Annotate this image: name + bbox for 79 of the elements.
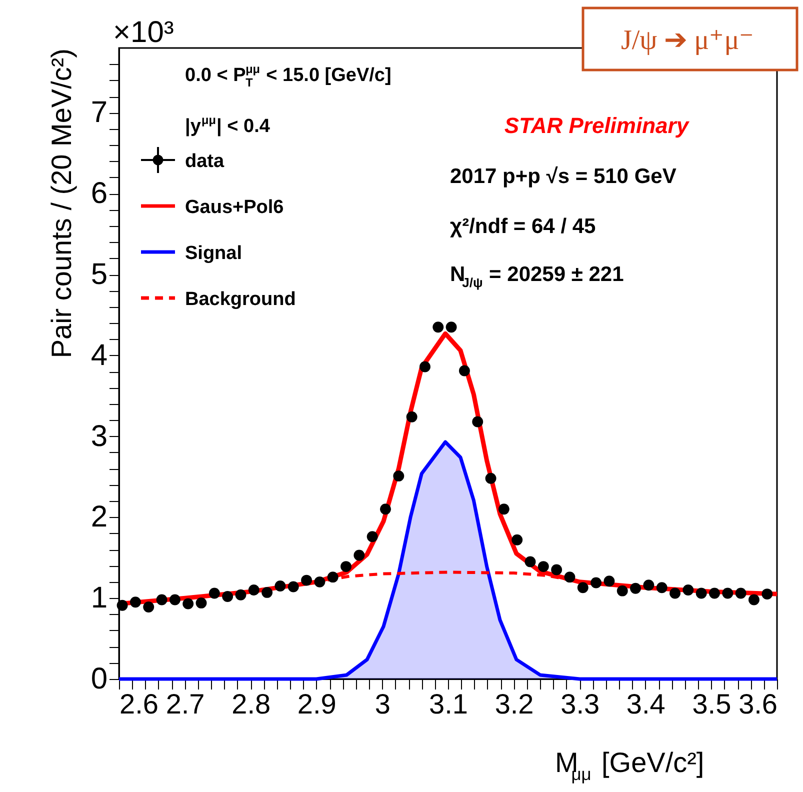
- point: [366, 531, 378, 542]
- legend-label: data: [185, 151, 224, 172]
- point: [248, 584, 260, 596]
- point: [458, 365, 470, 376]
- point: [235, 589, 246, 600]
- point: [551, 564, 562, 576]
- point: [512, 534, 523, 546]
- y-tick-label: 7: [90, 96, 108, 130]
- point: [722, 588, 734, 599]
- legend-label: Signal: [185, 243, 242, 264]
- point: [616, 585, 628, 596]
- y-tick-label: 0: [90, 662, 108, 696]
- point: [564, 572, 576, 583]
- point: [696, 588, 707, 599]
- point: [301, 574, 312, 586]
- x-tick-label: 2.7: [166, 688, 205, 720]
- y-tick-label: 6: [90, 177, 108, 210]
- point: [524, 556, 536, 568]
- point: [630, 582, 642, 594]
- point: [643, 580, 654, 591]
- point: [262, 586, 273, 598]
- x-tick-label: 3.4: [626, 688, 666, 720]
- point: [196, 597, 207, 608]
- x-tick-label: 3.5: [692, 688, 732, 720]
- point: [116, 600, 128, 611]
- point: [538, 561, 549, 572]
- point: [274, 580, 286, 592]
- point: [498, 504, 510, 515]
- y-tick-label: 3: [90, 420, 108, 453]
- point: [670, 588, 680, 599]
- point: [656, 582, 668, 594]
- annotation: ×10³: [113, 16, 174, 49]
- point: [472, 416, 484, 428]
- x-tick-label: 3.3: [560, 688, 600, 720]
- point: [590, 577, 602, 588]
- x-tick-label: 3.2: [494, 688, 534, 720]
- point: [380, 504, 391, 515]
- y-tick-label: 4: [90, 338, 108, 372]
- legend-label: Gaus+Pol6: [185, 197, 284, 218]
- point: [208, 588, 220, 599]
- y-axis-title: Pair counts / (20 MeV/c²): [46, 48, 77, 358]
- point: [288, 581, 299, 592]
- point: [143, 602, 154, 612]
- point: [182, 598, 194, 610]
- point: [709, 588, 720, 599]
- annotation: STAR Preliminary: [504, 113, 690, 138]
- y-tick-label: 5: [90, 258, 108, 292]
- x-tick-label: 2.9: [297, 688, 336, 720]
- point: [130, 596, 141, 608]
- point: [748, 594, 760, 606]
- x-tick-label: 3: [374, 688, 390, 720]
- point: [604, 576, 615, 587]
- point: [354, 550, 365, 561]
- annotation: 2017 p+p √s = 510 GeV: [450, 165, 676, 188]
- y-tick-label: 1: [90, 582, 108, 615]
- point: [577, 582, 588, 594]
- point: [419, 361, 430, 372]
- annotation: χ²/ndf = 64 / 45: [450, 215, 596, 238]
- y-tick-label: 2: [90, 500, 108, 534]
- point: [406, 411, 418, 422]
- annotation: J/ψ ➔ μ⁺μ⁻: [620, 25, 754, 56]
- point: [340, 561, 352, 572]
- point: [432, 322, 444, 333]
- point: [156, 594, 168, 606]
- x-tick-label: 3.1: [429, 688, 468, 720]
- point: [735, 588, 746, 599]
- point: [682, 584, 694, 596]
- point: [485, 472, 496, 484]
- x-tick-label: 2.6: [120, 688, 158, 720]
- point: [314, 576, 326, 588]
- point: [327, 572, 338, 583]
- x-tick-label: 3.6: [738, 688, 778, 720]
- point: [222, 591, 234, 602]
- point: [762, 588, 773, 600]
- x-tick-label: 2.8: [232, 688, 271, 720]
- point: [169, 594, 180, 606]
- point: [393, 470, 404, 482]
- point: [446, 322, 457, 333]
- legend-label: Background: [185, 289, 296, 310]
